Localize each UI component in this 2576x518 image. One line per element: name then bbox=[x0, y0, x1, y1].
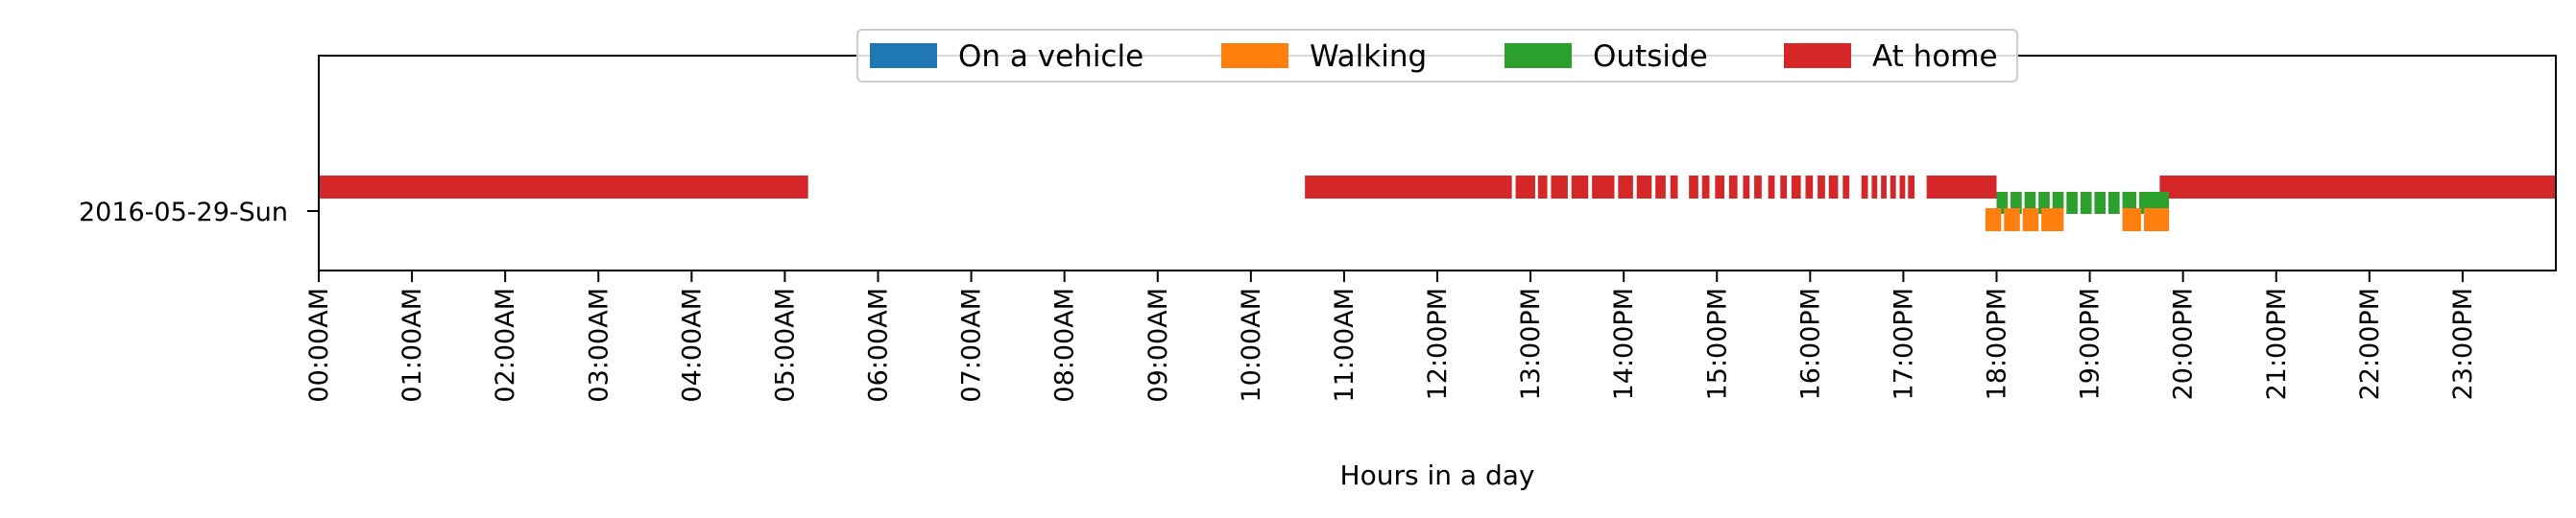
x-tick-label: 11:00AM bbox=[1330, 288, 1360, 403]
at-home-segment bbox=[1592, 176, 1615, 199]
at-home-segment bbox=[1571, 176, 1589, 199]
at-home-segment bbox=[1791, 176, 1801, 199]
at-home-segment bbox=[1881, 176, 1887, 199]
x-tick-label: 00:00AM bbox=[304, 288, 334, 403]
outside-segment bbox=[2038, 192, 2050, 214]
outside-segment bbox=[2080, 192, 2092, 214]
x-tick-label: 08:00AM bbox=[1050, 288, 1080, 403]
bars-layer bbox=[319, 176, 2556, 231]
x-axis-ticks: 00:00AM 01:00AM 02:00AM 03:00AM 04:00AM 05:00… bbox=[304, 271, 2478, 403]
at-home-segment bbox=[1305, 176, 1512, 199]
outside-segment bbox=[2052, 192, 2064, 214]
x-tick-label: 02:00AM bbox=[491, 288, 520, 403]
outside-segment bbox=[2066, 192, 2078, 214]
y-tick-label: 2016-05-29-Sun bbox=[79, 198, 288, 227]
walking-segment bbox=[2122, 208, 2141, 231]
legend-label: On a vehicle bbox=[958, 39, 1144, 74]
x-tick-label: 18:00PM bbox=[1983, 288, 2012, 400]
at-home-segment bbox=[1768, 176, 1775, 199]
x-tick-label: 17:00PM bbox=[1889, 288, 1918, 400]
at-home-segment bbox=[1551, 176, 1568, 199]
at-home-segment bbox=[1754, 176, 1762, 199]
at-home-segment bbox=[1618, 176, 1633, 199]
walking-segment bbox=[1985, 208, 2002, 231]
at-home-segment bbox=[1636, 176, 1652, 199]
at-home-segment bbox=[1728, 176, 1738, 199]
outside-segment bbox=[2108, 192, 2120, 214]
at-home-segment bbox=[1805, 176, 1814, 199]
legend-label: Walking bbox=[1310, 39, 1427, 74]
legend-swatch bbox=[870, 43, 937, 68]
at-home-segment bbox=[1871, 176, 1878, 199]
y-axis: 2016-05-29-Sun bbox=[79, 198, 319, 227]
at-home-segment bbox=[1890, 176, 1896, 199]
at-home-segment bbox=[1861, 176, 1868, 199]
at-home-segment bbox=[319, 176, 808, 199]
legend-swatch bbox=[1505, 43, 1572, 68]
x-tick-label: 01:00AM bbox=[397, 288, 427, 403]
walking-segment bbox=[2143, 208, 2170, 231]
x-tick-label: 09:00AM bbox=[1144, 288, 1173, 403]
x-tick-label: 12:00PM bbox=[1423, 288, 1453, 400]
x-axis-label: Hours in a day bbox=[1340, 459, 1535, 491]
walking-segment bbox=[2022, 208, 2039, 231]
x-tick-label: 14:00PM bbox=[1609, 288, 1639, 400]
x-tick-label: 13:00PM bbox=[1516, 288, 1546, 400]
at-home-segment bbox=[1899, 176, 1906, 199]
at-home-segment bbox=[1689, 176, 1698, 199]
at-home-segment bbox=[1670, 176, 1678, 199]
walking-segment bbox=[2004, 208, 2020, 231]
x-tick-label: 07:00AM bbox=[957, 288, 987, 403]
x-tick-label: 03:00AM bbox=[584, 288, 614, 403]
at-home-segment bbox=[1842, 176, 1850, 199]
x-tick-label: 05:00AM bbox=[770, 288, 800, 403]
x-tick-label: 22:00PM bbox=[2355, 288, 2385, 400]
at-home-segment bbox=[1780, 176, 1788, 199]
walking-segment bbox=[2041, 208, 2064, 231]
at-home-segment bbox=[1655, 176, 1666, 199]
legend-swatch bbox=[1221, 43, 1288, 68]
x-tick-label: 16:00PM bbox=[1795, 288, 1825, 400]
at-home-segment bbox=[1908, 176, 1915, 199]
legend-label: Outside bbox=[1593, 39, 1708, 74]
at-home-segment bbox=[1715, 176, 1725, 199]
outside-segment bbox=[2024, 192, 2036, 214]
x-tick-label: 21:00PM bbox=[2262, 288, 2292, 400]
x-tick-label: 06:00AM bbox=[864, 288, 894, 403]
at-home-segment bbox=[2159, 176, 2556, 199]
x-tick-label: 15:00PM bbox=[1702, 288, 1732, 400]
legend: On a vehicle Walking Outside At home bbox=[856, 29, 2018, 82]
at-home-segment bbox=[1537, 176, 1548, 199]
legend-box bbox=[856, 29, 2018, 82]
outside-segment bbox=[2010, 192, 2022, 214]
x-tick-label: 10:00AM bbox=[1237, 288, 1266, 403]
legend-swatch bbox=[1784, 43, 1851, 68]
x-tick-label: 20:00PM bbox=[2169, 288, 2199, 400]
at-home-segment bbox=[1828, 176, 1839, 199]
at-home-segment bbox=[1743, 176, 1750, 199]
at-home-segment bbox=[1818, 176, 1825, 199]
legend-label: At home bbox=[1872, 39, 1998, 74]
x-tick-label: 23:00PM bbox=[2448, 288, 2478, 400]
outside-segment bbox=[2094, 192, 2107, 214]
x-tick-label: 19:00PM bbox=[2076, 288, 2106, 400]
x-tick-label: 04:00AM bbox=[677, 288, 707, 403]
outside-segment bbox=[1996, 192, 2009, 214]
at-home-segment bbox=[1515, 176, 1535, 199]
at-home-segment bbox=[1926, 176, 1997, 199]
plot-frame bbox=[318, 55, 2557, 271]
at-home-segment bbox=[1701, 176, 1710, 199]
